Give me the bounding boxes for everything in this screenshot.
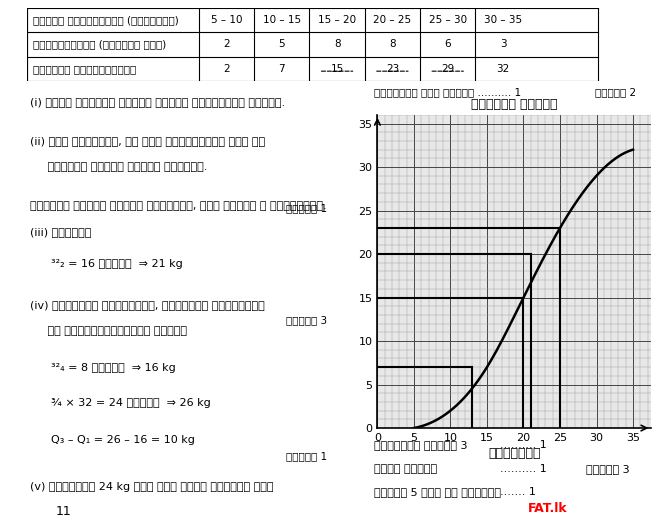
Text: සුමත වක්රය: සුමත වක්රය	[373, 464, 437, 473]
Text: සමුඣිත හබයඟය වක්රය ඇදින්න.: සමුඣිත හබයඟය වක්රය ඇදින්න.	[31, 162, 208, 172]
Text: 15: 15	[331, 64, 344, 74]
Text: 2: 2	[223, 64, 230, 74]
Text: ³²₄ = 8 වේන්න  ⇒ 16 kg: ³²₄ = 8 වේන්න ⇒ 16 kg	[31, 363, 176, 373]
Text: 3: 3	[500, 39, 506, 50]
X-axis label: සකන්දිය: සකන්දිය	[488, 447, 540, 460]
Text: වක්රය 5 සිට යා කීරිමට: වක්රය 5 සිට යා කීරිමට	[373, 488, 500, 497]
Text: 25 – 30: 25 – 30	[429, 15, 467, 25]
Text: ලකුණු 2: ලකුණු 2	[595, 87, 636, 97]
Text: ³²₂ = 16 වේන්න  ⇒ 21 kg: ³²₂ = 16 වේන්න ⇒ 21 kg	[31, 259, 183, 269]
Text: 30 – 35: 30 – 35	[484, 15, 522, 25]
Text: පන්ති ප්‍රාන්තරය (සකන්දිය): පන්ති ප්‍රාන්තරය (සකන්දිය)	[33, 15, 178, 25]
Text: 8: 8	[334, 39, 341, 50]
Text: ලකුණු 1: ලකුණු 1	[286, 204, 327, 213]
Text: Q₃ – Q₁ = 26 – 16 = 10 kg: Q₃ – Q₁ = 26 – 16 = 10 kg	[31, 435, 195, 445]
Text: 5 – 10: 5 – 10	[210, 15, 242, 25]
Text: 23: 23	[385, 64, 399, 74]
Text: 10 – 15: 10 – 15	[263, 15, 301, 25]
Text: සඹ්බන්යතාය (ලමයින් ගනන): සඹ්බන්යතාය (ලමයින් ගනන)	[33, 39, 166, 50]
Text: ¾ × 32 = 24 වේන්න  ⇒ 26 kg: ¾ × 32 = 24 වේන්න ⇒ 26 kg	[31, 398, 211, 408]
Text: 15 – 20: 15 – 20	[318, 15, 356, 25]
Text: FAT.lk: FAT.lk	[528, 502, 568, 515]
Text: සමුඣිත හබයඟය වක්රය ඉඛුරේන්, පහත හදහන් ද හෝයායන්න.: සමුඣිත හබයඟය වක්රය ඉඛුරේන්, පහත හදහන් ද …	[31, 201, 327, 211]
Text: (ii) වගව ඉඛුරේන්, දී ઇති බන්ද්ධානක තලය මත: (ii) වගව ඉඛුරේන්, දී ઇති බන්ද්ධානක තලය ම…	[31, 136, 265, 146]
Text: 11: 11	[56, 505, 72, 518]
Text: (iii) මඩගන්ය: (iii) මඩගන්ය	[31, 227, 92, 236]
Text: 8: 8	[389, 39, 395, 50]
Text: .......... 1: .......... 1	[500, 440, 546, 450]
Text: නිවෑරදි අගය දේකකට .......... 1: නිවෑරදි අගය දේකකට .......... 1	[374, 87, 521, 97]
Text: (i) වගවේ සමුඣිත හබයඟය ටේලිය හම්පුර්න කරන්න.: (i) වගවේ සමුඣිත හබයඟය ටේලිය හම්පුර්න කරන…	[31, 97, 285, 106]
Text: (iv) පලමුවනි අපොල්ලදය, තුන්වනි අපොල්ලදය: (iv) පලමුවනි අපොල්ලදය, තුන්වනි අපොල්ලදය	[31, 300, 265, 311]
Text: හා අන්තයලවතුර්ලක පරඅහස: හා අන්තයලවතුර්ලක පරඅහස	[31, 326, 188, 336]
Text: 5: 5	[279, 39, 285, 50]
Title: සමුඣිත හබයඟය: සමුඣිත හබයඟය	[471, 98, 558, 111]
Text: ලකුණු 3: ලකුණු 3	[286, 316, 327, 326]
Text: ලකුණු 1: ලකුණු 1	[286, 452, 327, 461]
Text: 20 – 25: 20 – 25	[373, 15, 411, 25]
Text: 29: 29	[441, 64, 454, 74]
Text: (v) සකන්දිය 24 kg හෝ ඉත් වලදි ලමයින් ගනන: (v) සකන්දිය 24 kg හෝ ඉත් වලදි ලමයින් ගන…	[31, 482, 274, 492]
Text: .......... 1: .......... 1	[500, 464, 546, 473]
Text: 2: 2	[223, 39, 230, 50]
Text: ....... 1: ....... 1	[500, 488, 536, 497]
Text: නිවිරදි ලක්ෂය 3: නිවිරදි ලක්ෂය 3	[373, 440, 467, 450]
Text: ලකුණු 3: ලකුණු 3	[587, 464, 630, 473]
Text: සමුඣිත සඹ්බන්යතාය: සමුඣිත සඹ්බන්යතාය	[33, 64, 136, 74]
Text: 7: 7	[279, 64, 285, 74]
Text: 32: 32	[496, 64, 510, 74]
Text: 6: 6	[444, 39, 451, 50]
